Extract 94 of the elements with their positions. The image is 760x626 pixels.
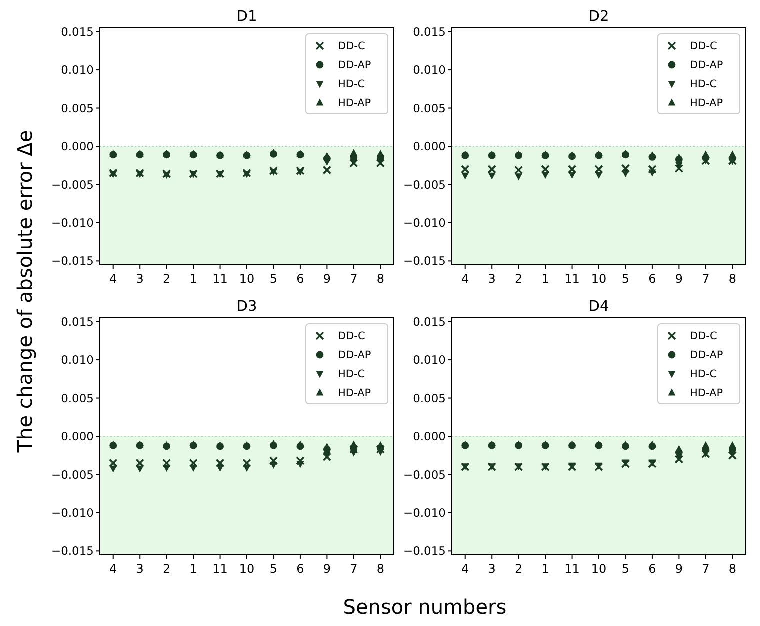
x-tick-label: 11 xyxy=(564,272,580,286)
x-tick-label: 6 xyxy=(648,272,656,286)
legend-label: HD-C xyxy=(338,78,366,91)
x-tick-label: 2 xyxy=(515,562,523,576)
legend-label: DD-C xyxy=(690,40,718,53)
x-tick-label: 8 xyxy=(728,272,736,286)
x-tick-label: 10 xyxy=(591,272,607,286)
y-tick-label: −0.005 xyxy=(403,468,446,482)
x-tick-label: 11 xyxy=(212,562,228,576)
x-tick-label: 9 xyxy=(675,272,683,286)
x-tick-label: 5 xyxy=(622,272,630,286)
x-tick-label: 3 xyxy=(488,562,496,576)
legend-label: HD-AP xyxy=(690,98,724,110)
y-tick-label: 0.010 xyxy=(61,63,94,78)
x-tick-label: 2 xyxy=(515,272,523,286)
y-tick-label: 0.015 xyxy=(61,314,94,329)
y-tick-label: −0.015 xyxy=(51,544,94,558)
x-tick-label: 1 xyxy=(190,562,198,576)
x-tick-label: 6 xyxy=(296,272,304,286)
legend-label: DD-C xyxy=(338,40,366,53)
x-tick-label: 7 xyxy=(350,562,358,576)
text: 0.000 xyxy=(61,430,94,444)
x-tick-label: 8 xyxy=(728,562,736,576)
legend-label: HD-C xyxy=(690,78,718,91)
y-tick-label: 0.015 xyxy=(413,314,446,329)
chart-title: D1 xyxy=(236,9,258,25)
legend-label: DD-AP xyxy=(690,350,724,362)
x-tick-label: 2 xyxy=(163,272,171,286)
x-tick-label: 7 xyxy=(702,272,710,286)
y-tick-label: 0.005 xyxy=(61,391,94,406)
y-tick-label: 0.010 xyxy=(413,353,446,368)
x-tick-label: 4 xyxy=(110,272,118,286)
legend-label: DD-C xyxy=(690,330,718,343)
x-tick-label: 11 xyxy=(212,272,228,286)
y-tick-label: 0.010 xyxy=(61,353,94,368)
legend-label: HD-C xyxy=(690,368,718,381)
y-tick-label: −0.010 xyxy=(403,216,446,230)
y-tick-label: 0.015 xyxy=(61,24,94,39)
x-tick-label: 4 xyxy=(462,272,470,286)
y-tick-label: −0.005 xyxy=(403,178,446,192)
x-tick-label: 10 xyxy=(591,562,607,576)
x-tick-label: 3 xyxy=(136,272,144,286)
x-tick-label: 5 xyxy=(270,272,278,286)
legend-label: HD-AP xyxy=(690,388,724,400)
x-tick-label: 8 xyxy=(376,272,384,286)
y-tick-label: −0.015 xyxy=(403,254,446,268)
legend-label: HD-AP xyxy=(338,98,372,110)
y-tick-label: −0.010 xyxy=(51,216,94,230)
y-tick-label: −0.010 xyxy=(51,506,94,520)
x-tick-label: 3 xyxy=(136,562,144,576)
legend-label: HD-AP xyxy=(338,388,372,400)
x-tick-label: 5 xyxy=(270,562,278,576)
x-tick-label: 2 xyxy=(163,562,171,576)
y-tick-label: −0.015 xyxy=(51,254,94,268)
x-tick-label: 5 xyxy=(622,562,630,576)
x-tick-label: 9 xyxy=(323,272,331,286)
x-tick-label: 7 xyxy=(702,562,710,576)
x-tick-label: 11 xyxy=(564,562,580,576)
x-tick-label: 10 xyxy=(239,562,255,576)
x-tick-label: 9 xyxy=(323,562,331,576)
y-tick-label: 0.005 xyxy=(61,101,94,116)
x-tick-label: 6 xyxy=(296,562,304,576)
y-tick-label: 0.005 xyxy=(413,391,446,406)
chart-title: D2 xyxy=(588,9,610,25)
y-tick-label: −0.010 xyxy=(403,506,446,520)
chart-title: D3 xyxy=(236,299,258,315)
chart-title: D4 xyxy=(588,299,610,315)
text: 0.000 xyxy=(61,140,94,154)
y-tick-label: −0.005 xyxy=(51,468,94,482)
x-axis-title: Sensor numbers xyxy=(343,595,507,619)
legend-label: DD-AP xyxy=(690,60,724,72)
x-tick-label: 4 xyxy=(110,562,118,576)
text: 0.000 xyxy=(413,430,446,444)
x-tick-label: 7 xyxy=(350,272,358,286)
y-tick-label: 0.015 xyxy=(413,24,446,39)
y-tick-label: 0.005 xyxy=(413,101,446,116)
x-tick-label: 3 xyxy=(488,272,496,286)
x-tick-label: 8 xyxy=(376,562,384,576)
y-tick-label: −0.015 xyxy=(403,544,446,558)
text: 0.000 xyxy=(413,140,446,154)
x-tick-label: 1 xyxy=(190,272,198,286)
x-tick-label: 1 xyxy=(542,272,550,286)
x-tick-label: 6 xyxy=(648,562,656,576)
y-tick-label: −0.005 xyxy=(51,178,94,192)
x-tick-label: 9 xyxy=(675,562,683,576)
legend-label: DD-AP xyxy=(338,350,372,362)
x-tick-label: 1 xyxy=(542,562,550,576)
legend-label: DD-C xyxy=(338,330,366,343)
y-tick-label: 0.010 xyxy=(413,63,446,78)
legend-label: HD-C xyxy=(338,368,366,381)
legend-label: DD-AP xyxy=(338,60,372,72)
x-tick-label: 10 xyxy=(239,272,255,286)
y-axis-title: The change of absolute error Δe xyxy=(13,130,37,454)
x-tick-label: 4 xyxy=(462,562,470,576)
